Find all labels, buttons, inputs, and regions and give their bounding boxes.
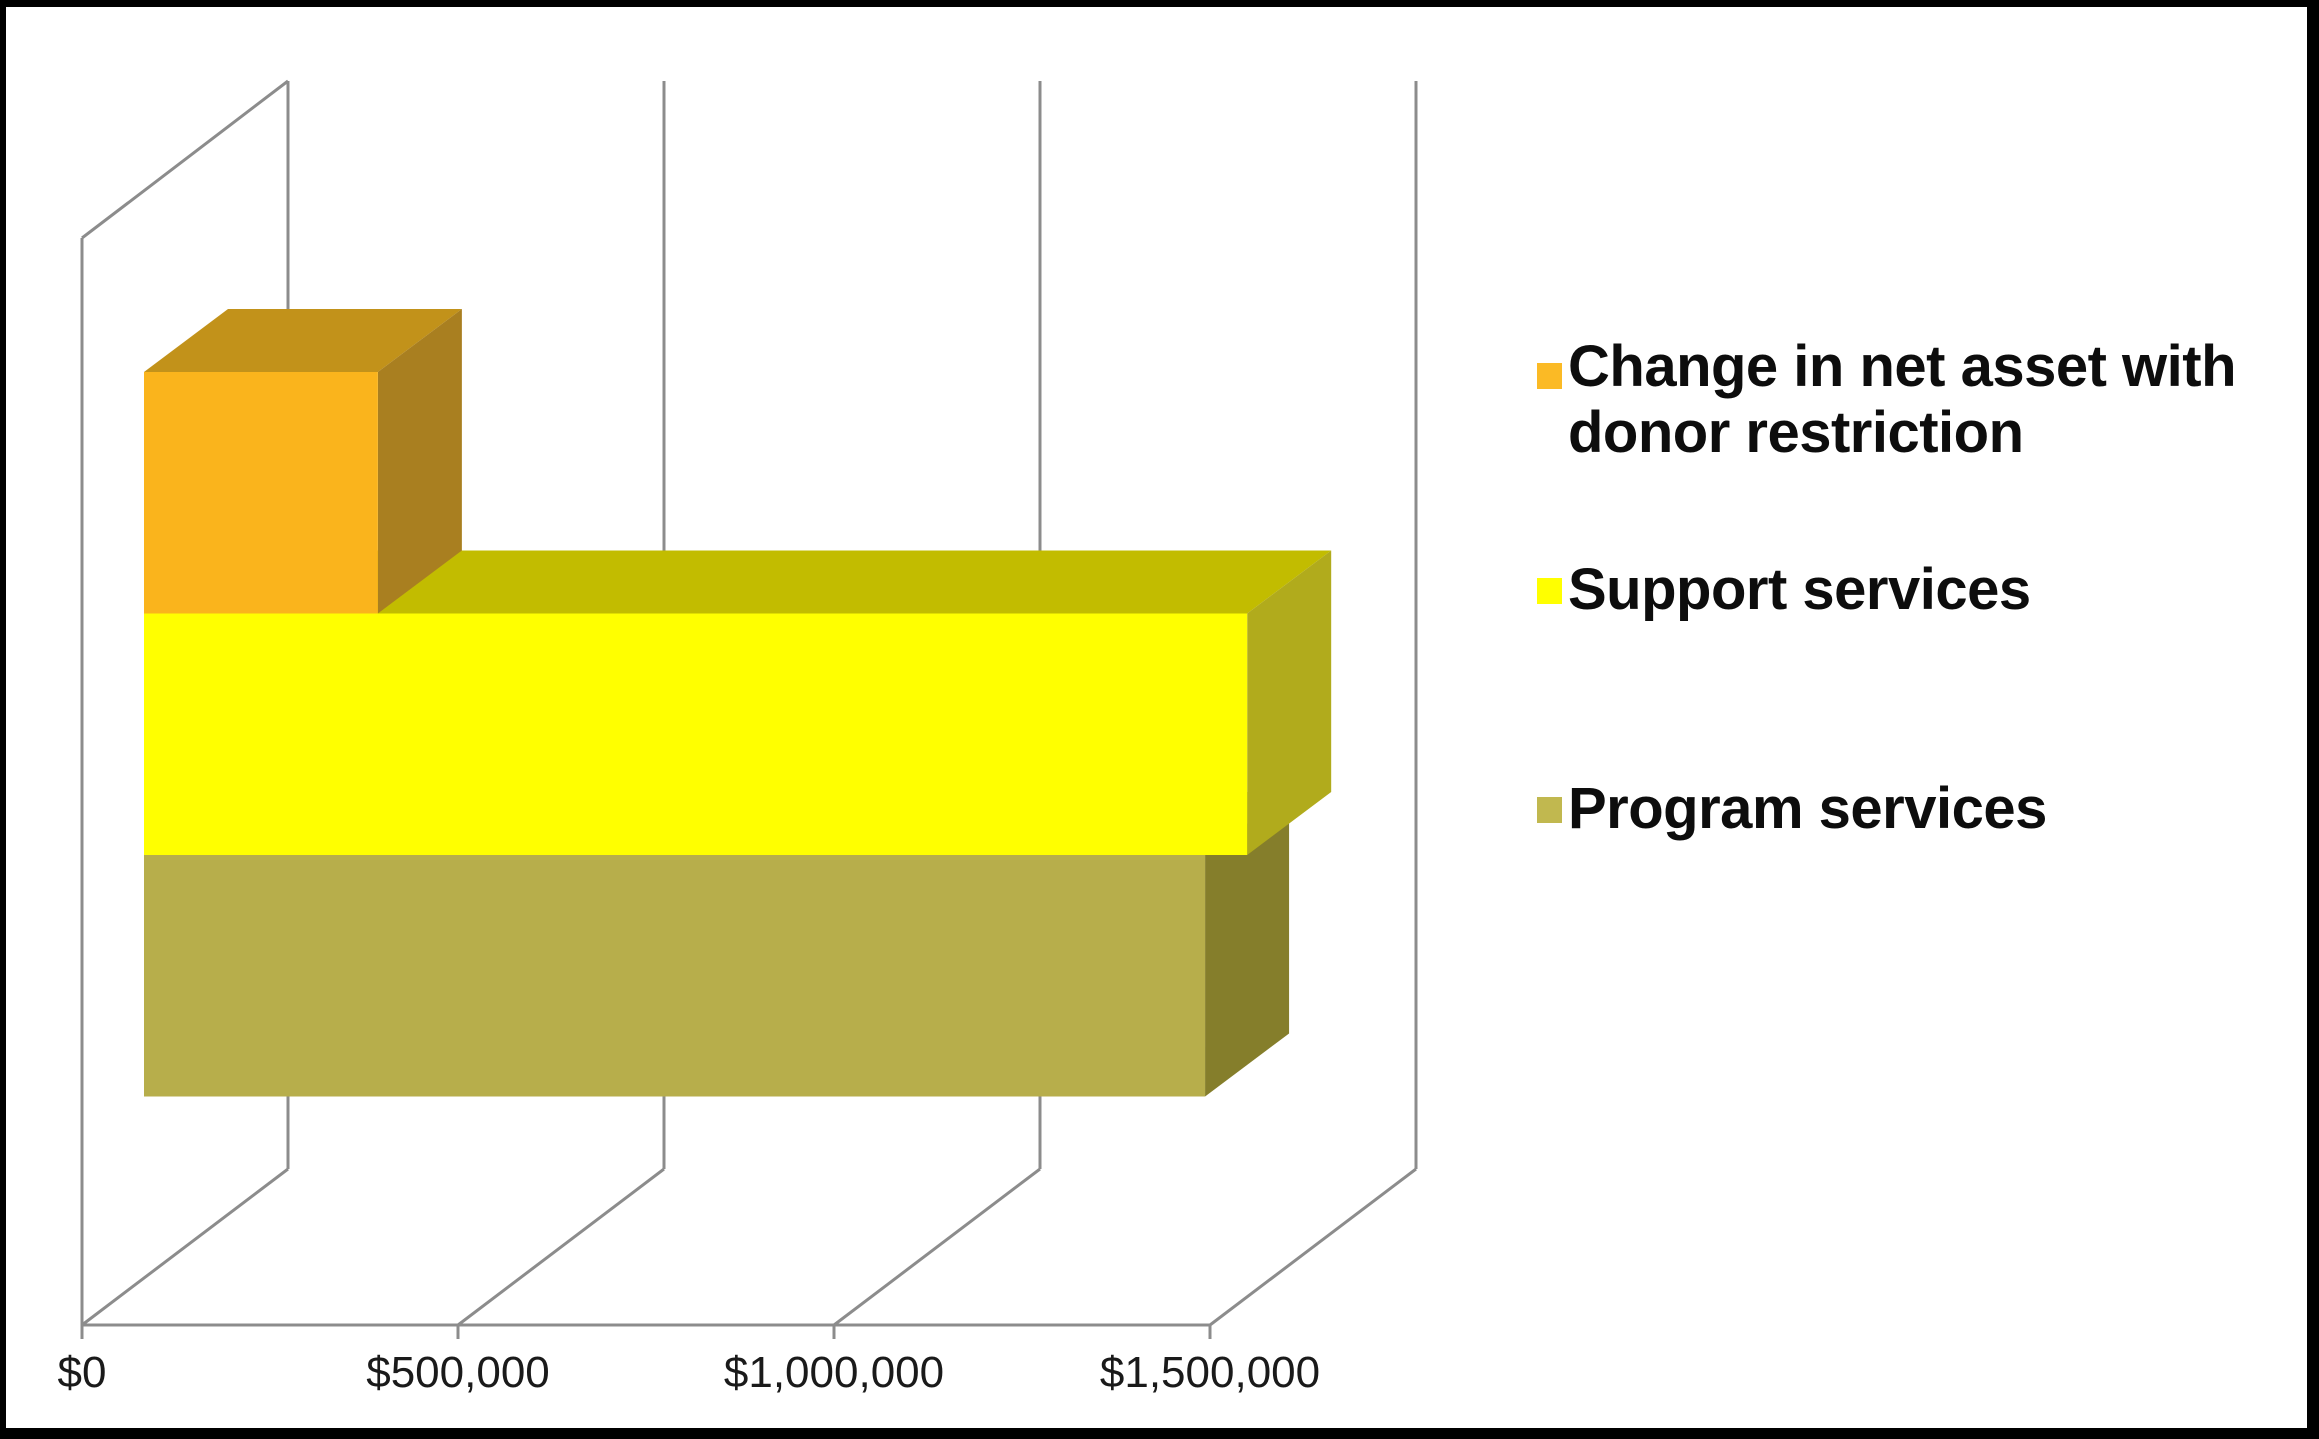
x-axis-tick-label: $1,500,000 [1099, 1348, 1321, 1397]
frame-border-right [2307, 0, 2319, 1439]
left-wall-top-edge [81, 79, 289, 240]
floor-gridline [457, 1167, 665, 1327]
bar-change-in-net-asset-top-face [144, 309, 462, 372]
frame-border-left [0, 0, 6, 1439]
floor-gridline [81, 1167, 289, 1327]
bar-program-services-front-face [144, 855, 1206, 1097]
frame-border-bottom [0, 1428, 2319, 1439]
x-axis-tick-label: $500,000 [366, 1348, 550, 1397]
floor-gridline [833, 1167, 1041, 1327]
x-axis-tick-label: $0 [57, 1348, 107, 1397]
bar-support-services-side-face [1247, 550, 1332, 855]
bar-support-services-front-face [144, 613, 1248, 855]
x-axis-tick-label: $1,000,000 [723, 1348, 945, 1397]
frame-border-top [0, 0, 2319, 7]
bar-change-in-net-asset-front-face [144, 372, 378, 614]
bar-program-services-side-face [1205, 792, 1290, 1097]
bar-change-in-net-asset-side-face [377, 309, 462, 614]
floor-gridline [1209, 1167, 1417, 1327]
